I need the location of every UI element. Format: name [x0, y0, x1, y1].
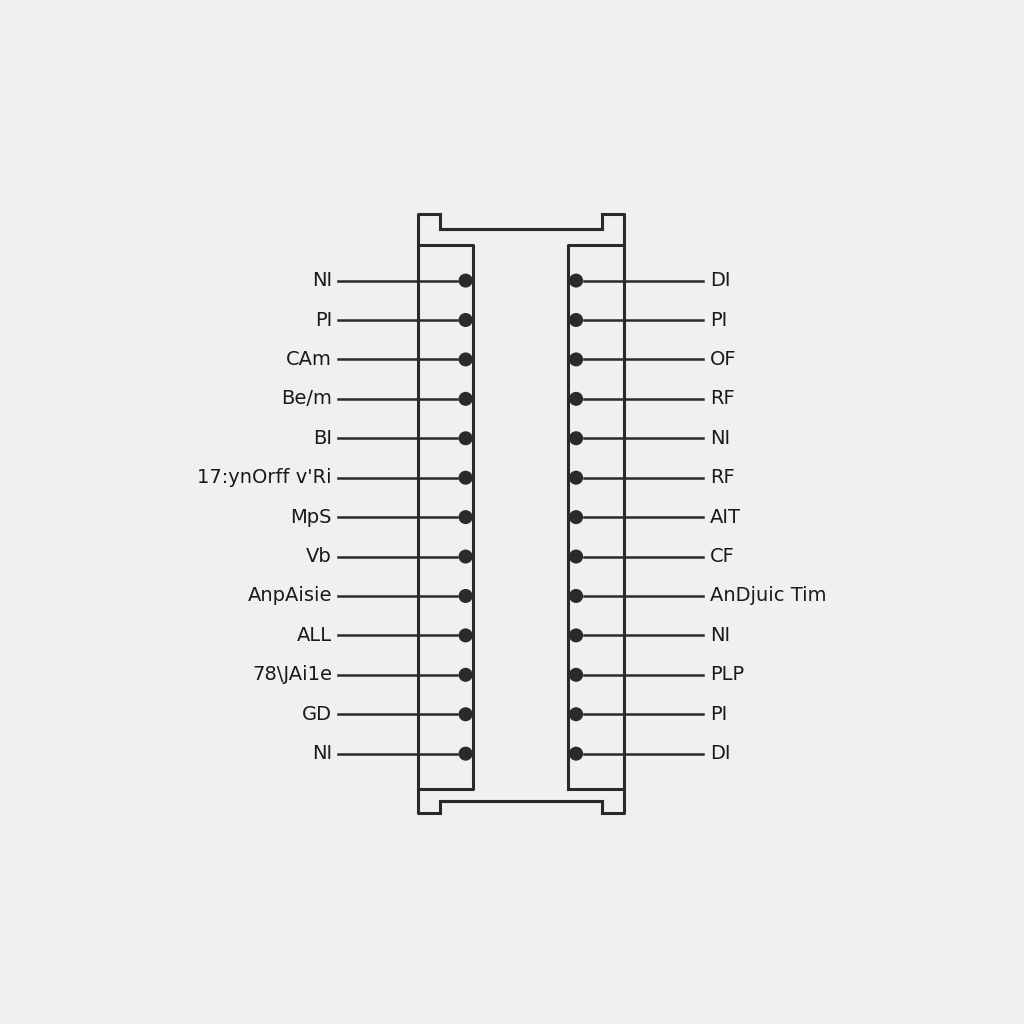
- Text: 78\JAi1e: 78\JAi1e: [252, 666, 332, 684]
- Circle shape: [459, 590, 472, 602]
- Text: BI: BI: [313, 429, 332, 447]
- Text: Vb: Vb: [306, 547, 332, 566]
- Text: DI: DI: [710, 271, 730, 290]
- Text: ALL: ALL: [297, 626, 332, 645]
- Text: PI: PI: [314, 310, 332, 330]
- Circle shape: [459, 629, 472, 642]
- Circle shape: [459, 392, 472, 406]
- Text: RF: RF: [710, 389, 734, 409]
- Circle shape: [569, 669, 583, 681]
- Text: NI: NI: [312, 744, 332, 763]
- Circle shape: [459, 274, 472, 287]
- Circle shape: [569, 550, 583, 563]
- Text: AnDjuic Tim: AnDjuic Tim: [710, 587, 826, 605]
- Circle shape: [459, 550, 472, 563]
- Text: NI: NI: [710, 626, 730, 645]
- Text: NI: NI: [710, 429, 730, 447]
- Text: PI: PI: [710, 705, 727, 724]
- Text: RF: RF: [710, 468, 734, 487]
- Circle shape: [569, 511, 583, 523]
- Circle shape: [459, 313, 472, 327]
- Text: MpS: MpS: [291, 508, 332, 526]
- Circle shape: [459, 708, 472, 721]
- Text: OF: OF: [710, 350, 736, 369]
- Circle shape: [569, 313, 583, 327]
- Text: DI: DI: [710, 744, 730, 763]
- Circle shape: [569, 274, 583, 287]
- Circle shape: [569, 590, 583, 602]
- Text: CF: CF: [710, 547, 734, 566]
- Circle shape: [569, 353, 583, 366]
- Circle shape: [459, 748, 472, 760]
- Circle shape: [459, 432, 472, 444]
- Circle shape: [459, 511, 472, 523]
- Circle shape: [569, 629, 583, 642]
- Text: 17:ynOrff v'Ri: 17:ynOrff v'Ri: [198, 468, 332, 487]
- Circle shape: [459, 353, 472, 366]
- Text: PI: PI: [710, 310, 727, 330]
- Circle shape: [459, 471, 472, 484]
- Text: CAm: CAm: [286, 350, 332, 369]
- Circle shape: [569, 471, 583, 484]
- Text: AnpAisie: AnpAisie: [248, 587, 332, 605]
- Circle shape: [569, 708, 583, 721]
- Circle shape: [569, 748, 583, 760]
- Text: GD: GD: [302, 705, 332, 724]
- Text: PLP: PLP: [710, 666, 743, 684]
- Circle shape: [459, 669, 472, 681]
- Circle shape: [569, 392, 583, 406]
- Text: AIT: AIT: [710, 508, 740, 526]
- Circle shape: [569, 432, 583, 444]
- Text: NI: NI: [312, 271, 332, 290]
- Text: Be/m: Be/m: [281, 389, 332, 409]
